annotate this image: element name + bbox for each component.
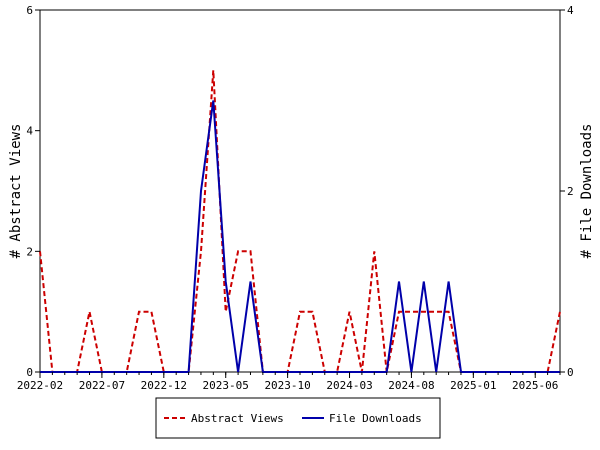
- right-axis-tick-label: 0: [567, 366, 574, 379]
- left-axis-tick-label: 2: [26, 245, 33, 258]
- left-axis-tick-label: 6: [26, 4, 33, 17]
- right-axis-tick-label: 4: [567, 4, 574, 17]
- right-axis-tick-label: 2: [567, 185, 574, 198]
- left-axis-tick-label: 4: [26, 125, 33, 138]
- legend-box: [155, 397, 441, 439]
- x-axis-tick-label: 2025-06: [512, 379, 558, 392]
- left-axis-title: # Abstract Views: [8, 124, 24, 259]
- x-axis-tick-label: 2022-12: [141, 379, 187, 392]
- x-axis-tick-label: 2025-01: [450, 379, 496, 392]
- x-axis-tick-label: 2024-03: [326, 379, 372, 392]
- series-line-abstract-views: [39, 70, 561, 373]
- legend-label-abstract-views: Abstract Views: [191, 412, 284, 425]
- x-axis-tick-label: 2023-10: [264, 379, 310, 392]
- left-axis-tick-label: 0: [26, 366, 33, 379]
- x-axis-tick-label: 2024-08: [388, 379, 434, 392]
- legend-label-file-downloads: File Downloads: [329, 412, 422, 425]
- right-axis-title: # File Downloads: [579, 124, 595, 259]
- plot-area: [39, 9, 561, 373]
- legend: Abstract Views File Downloads: [155, 397, 441, 439]
- x-axis-tick-label: 2023-05: [203, 379, 249, 392]
- axis-layer: 0 2 4 6 0 2 4 2022-02 2022-07 2022-12 2023-05 2023-…: [17, 4, 574, 392]
- x-axis-tick-label: 2022-02: [17, 379, 63, 392]
- x-axis-tick-label: 2022-07: [79, 379, 125, 392]
